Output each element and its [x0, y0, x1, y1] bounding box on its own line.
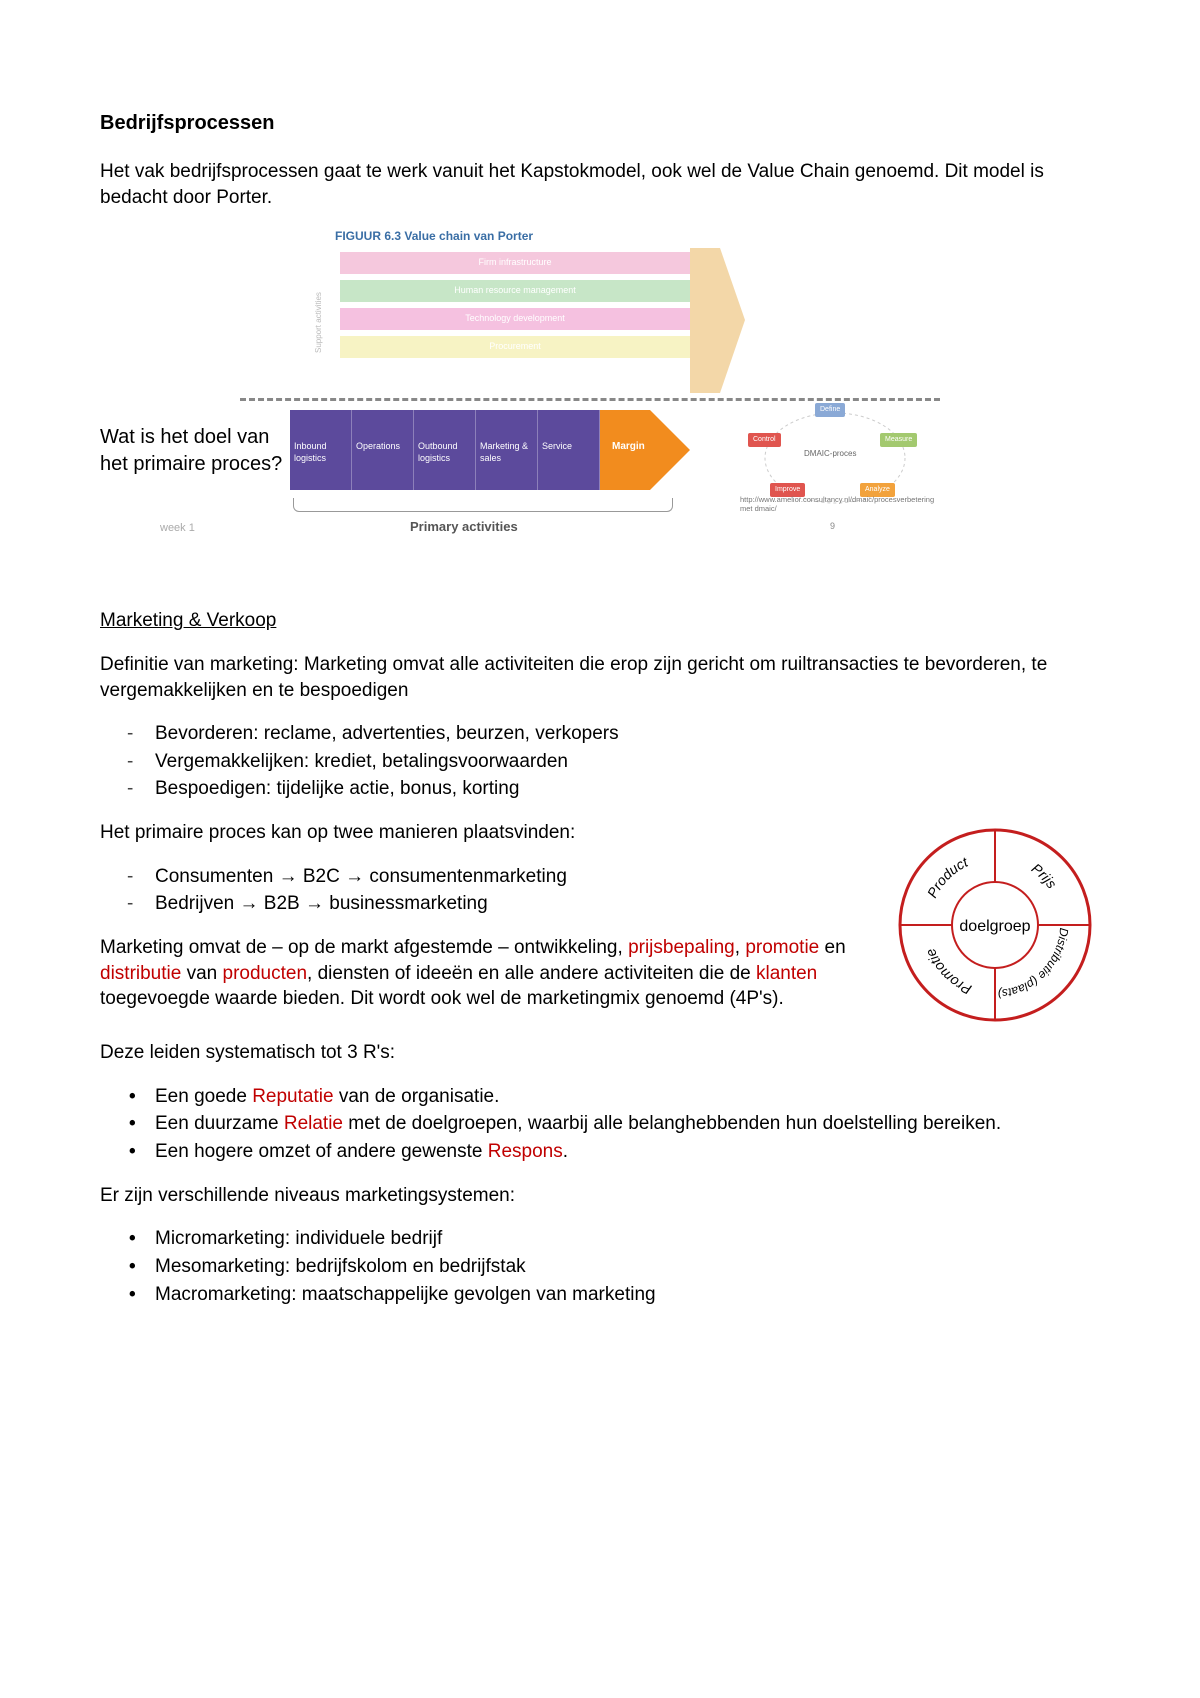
figure-caption: FIGUUR 6.3 Value chain van Porter: [335, 228, 533, 244]
text: ,: [735, 937, 746, 958]
text: consumentenmarketing: [369, 866, 567, 887]
text: Consumenten: [155, 866, 273, 887]
text: , diensten of ideeën en alle andere acti…: [307, 963, 756, 984]
highlight: Reputatie: [252, 1086, 333, 1107]
primary-bracket: [293, 498, 673, 512]
primary-box: Inbound logistics: [290, 410, 352, 490]
arrow-icon: →: [345, 866, 369, 887]
highlight: promotie: [745, 937, 819, 958]
text: toegevoegde waarde bieden. Dit wordt ook…: [100, 988, 784, 1009]
support-row: Firm infrastructure: [340, 252, 690, 274]
slide-page-number: 9: [830, 520, 835, 532]
primary-box: Outbound logistics: [414, 410, 476, 490]
text: businessmarketing: [329, 893, 487, 914]
dmaic-node: Measure: [880, 433, 917, 446]
highlight: producten: [223, 963, 308, 984]
list-item: Consumenten → B2C → consumentenmarketing: [155, 864, 1100, 890]
mix-center-label: doelgroep: [959, 918, 1030, 935]
primary-activities-row: Inbound logistics Operations Outbound lo…: [290, 410, 600, 490]
list-item: Bevorderen: reclame, advertenties, beurz…: [155, 721, 1100, 747]
text: B2B: [264, 893, 300, 914]
week-label: week 1: [160, 521, 195, 536]
list-item: Een duurzame Relatie met de doelgroepen,…: [155, 1111, 1100, 1137]
separator-line: [240, 398, 940, 401]
text: B2C: [303, 866, 340, 887]
intro-paragraph: Het vak bedrijfsprocessen gaat te werk v…: [100, 159, 1100, 210]
text: Een goede: [155, 1086, 252, 1107]
primary-box: Operations: [352, 410, 414, 490]
list-item: Micromarketing: individuele bedrijf: [155, 1226, 1100, 1252]
text: .: [563, 1141, 568, 1162]
list-item: Mesomarketing: bedrijfskolom en bedrijfs…: [155, 1254, 1100, 1280]
support-margin-shape: [690, 248, 745, 393]
r3-intro: Deze leiden systematisch tot 3 R's:: [100, 1040, 1100, 1066]
marketing-mix-circle: doelgroep Product Prijs Distributie (pla…: [890, 820, 1100, 1030]
list-item: Een hogere omzet of andere gewenste Resp…: [155, 1139, 1100, 1165]
text: met de doelgroepen, waarbij alle belangh…: [343, 1113, 1001, 1134]
list-item: Een goede Reputatie van de organisatie.: [155, 1084, 1100, 1110]
support-row: Human resource management: [340, 280, 690, 302]
levels-intro: Er zijn verschillende niveaus marketings…: [100, 1183, 1100, 1209]
primary-activities-label: Primary activities: [410, 518, 518, 536]
highlight: Relatie: [284, 1113, 343, 1134]
arrow-icon: →: [240, 893, 264, 914]
highlight: distributie: [100, 963, 181, 984]
arrow-icon: →: [305, 893, 329, 914]
list-item: Bespoedigen: tijdelijke actie, bonus, ko…: [155, 776, 1100, 802]
dmaic-node: Control: [748, 433, 781, 446]
question-text: Wat is het doel van het primaire proces?: [100, 424, 290, 478]
highlight: Respons: [488, 1141, 563, 1162]
text: van de organisatie.: [334, 1086, 500, 1107]
text: en: [819, 937, 845, 958]
arrow-icon: →: [279, 866, 303, 887]
text: Een duurzame: [155, 1113, 284, 1134]
text: Bedrijven: [155, 893, 234, 914]
primary-box: Service: [538, 410, 600, 490]
levels-list: Micromarketing: individuele bedrijf Meso…: [100, 1226, 1100, 1307]
margin-label: Margin: [612, 440, 645, 454]
support-row: Procurement: [340, 336, 690, 358]
marketing-definition: Definitie van marketing: Marketing omvat…: [100, 652, 1100, 703]
list-item: Bedrijven → B2B → businessmarketing: [155, 891, 1100, 917]
text: Een hogere omzet of andere gewenste: [155, 1141, 488, 1162]
highlight: prijsbepaling: [628, 937, 735, 958]
list-item: Vergemakkelijken: krediet, betalingsvoor…: [155, 749, 1100, 775]
page-title: Bedrijfsprocessen: [100, 110, 1100, 137]
dmaic-url: http://www.amelior.consultancy.nl/dmaic/…: [740, 496, 930, 513]
text: van: [181, 963, 222, 984]
primary-box: Marketing & sales: [476, 410, 538, 490]
dmaic-node: Define: [815, 403, 845, 416]
r3-list: Een goede Reputatie van de organisatie. …: [100, 1084, 1100, 1165]
support-side-label: Support activities: [314, 268, 325, 378]
dmaic-center-label: DMAIC-proces: [804, 449, 856, 460]
value-chain-figure: FIGUUR 6.3 Value chain van Porter Suppor…: [100, 228, 1100, 578]
list-item: Macromarketing: maatschappelijke gevolge…: [155, 1282, 1100, 1308]
highlight: klanten: [756, 963, 817, 984]
definition-list: Bevorderen: reclame, advertenties, beurz…: [100, 721, 1100, 802]
support-row: Technology development: [340, 308, 690, 330]
text: Marketing omvat de – op de markt afgeste…: [100, 937, 628, 958]
section-heading-marketing: Marketing & Verkoop: [100, 608, 1100, 634]
